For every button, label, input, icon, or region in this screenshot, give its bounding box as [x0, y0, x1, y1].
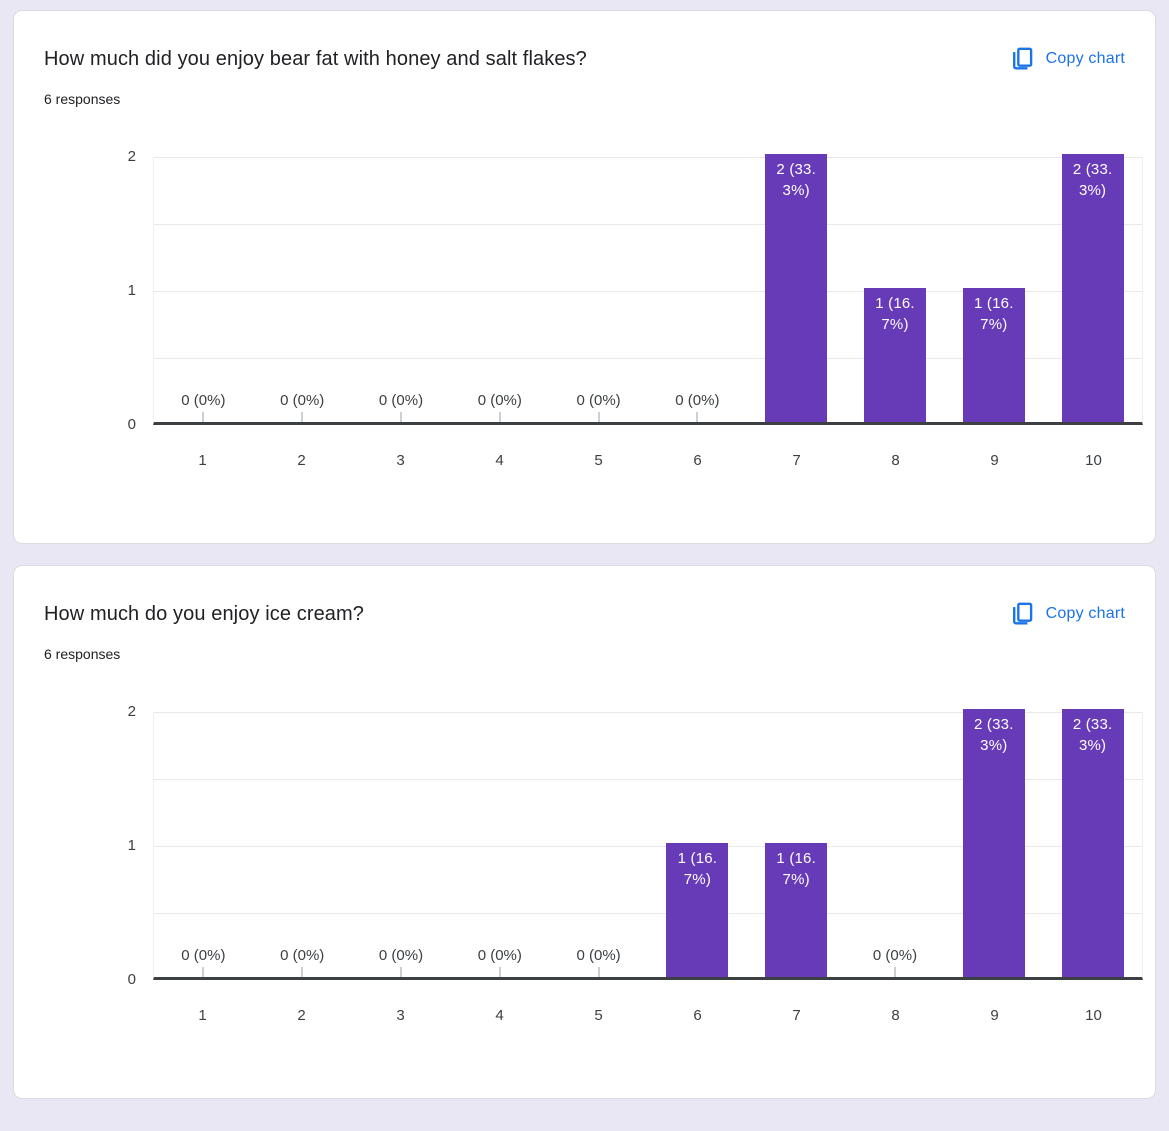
bar-10: 2 (33. 3%) — [1061, 154, 1124, 422]
axis-tick — [202, 967, 204, 977]
bar-6: 1 (16. 7%) — [666, 843, 729, 977]
axis-tick — [400, 967, 402, 977]
responses-count: 6 responses — [44, 646, 121, 662]
bar-value-label: 1 (16. 7%) — [776, 850, 816, 888]
bar-value-label: 2 (33. 3%) — [1072, 716, 1113, 754]
bar-value-label: 2 (33. 3%) — [776, 161, 816, 199]
zero-value-label: 0 (0%) — [872, 947, 918, 964]
x-axis-tick-label: 10 — [1085, 452, 1102, 469]
gridline — [154, 779, 1142, 780]
bar-7: 1 (16. 7%) — [765, 843, 828, 977]
question-card-ice-cream: How much do you enjoy ice cream? Copy ch… — [13, 565, 1156, 1099]
copy-chart-button[interactable]: Copy chart — [1009, 601, 1125, 627]
bar-value-label: 2 (33. 3%) — [1072, 161, 1113, 199]
copy-chart-label: Copy chart — [1045, 50, 1125, 67]
gridline — [154, 358, 1142, 359]
x-axis-tick-label: 8 — [891, 452, 900, 469]
axis-tick — [400, 412, 402, 422]
x-axis-tick-label: 2 — [297, 1007, 306, 1024]
y-axis-tick-label: 0 — [127, 416, 136, 433]
plot-area: 0 (0%) 0 (0%) 0 (0%) 0 (0%) 0 (0%) 0 (0%) 2 (3… — [153, 154, 1143, 425]
zero-value-label: 0 (0%) — [576, 947, 621, 964]
bar-9: 2 (33. 3%) — [962, 709, 1025, 977]
copy-chart-button[interactable]: Copy chart — [1009, 46, 1125, 72]
axis-tick — [696, 412, 698, 422]
x-axis-tick-label: 9 — [990, 452, 999, 469]
x-axis-tick-label: 10 — [1085, 1007, 1102, 1024]
x-axis-tick-label: 3 — [396, 1007, 405, 1024]
x-axis-tick-label: 1 — [198, 1007, 207, 1024]
zero-value-label: 0 (0%) — [280, 947, 325, 964]
x-axis-tick-label: 5 — [594, 1007, 603, 1024]
axis-tick — [301, 412, 303, 422]
bar-8: 1 (16. 7%) — [864, 288, 926, 422]
gridline — [154, 712, 1142, 713]
zero-value-label: 0 (0%) — [477, 392, 522, 409]
y-axis-tick-label: 0 — [127, 971, 136, 988]
bar-value-label: 1 (16. 7%) — [677, 850, 718, 888]
plot-area: 0 (0%) 0 (0%) 0 (0%) 0 (0%) 0 (0%) 1 (16. 7%) 1… — [153, 709, 1143, 980]
bar-10: 2 (33. 3%) — [1061, 709, 1124, 977]
x-axis-tick-label: 5 — [594, 452, 603, 469]
x-axis-tick-label: 4 — [495, 1007, 504, 1024]
gridline — [154, 291, 1142, 292]
zero-value-label: 0 (0%) — [477, 947, 522, 964]
x-axis-tick-label: 2 — [297, 452, 306, 469]
bar-value-label: 1 (16. 7%) — [974, 295, 1014, 333]
x-axis-tick-label: 8 — [891, 1007, 900, 1024]
axis-tick — [598, 412, 600, 422]
axis-tick — [202, 412, 204, 422]
x-axis-tick-label: 6 — [693, 452, 702, 469]
axis-tick — [894, 967, 896, 977]
y-axis-tick-label: 1 — [127, 837, 136, 854]
question-title: How much do you enjoy ice cream? — [44, 603, 365, 625]
axis-tick — [499, 412, 501, 422]
bar-7: 2 (33. 3%) — [765, 154, 828, 422]
bar-chart-ice-cream: 0 1 2 0 (0%) 0 (0%) 0 (0%) 0 (0%) 0 (0%) 1 (16. 7… — [14, 703, 1155, 1028]
bar-9: 1 (16. 7%) — [962, 288, 1025, 422]
x-axis-tick-label: 3 — [396, 452, 405, 469]
zero-value-label: 0 (0%) — [576, 392, 621, 409]
x-axis-tick-label: 1 — [198, 452, 207, 469]
y-axis-tick-label: 2 — [127, 703, 136, 720]
copy-chart-label: Copy chart — [1045, 605, 1125, 622]
gridline — [154, 846, 1142, 847]
zero-value-label: 0 (0%) — [181, 392, 226, 409]
bar-chart-bear-fat: 0 1 2 0 (0%) 0 (0%) 0 (0%) 0 (0%) 0 (0%) 0 (0%) 2… — [14, 148, 1155, 473]
copy-icon — [1009, 601, 1035, 627]
x-axis: 1 2 3 4 5 6 7 8 9 10 — [153, 995, 1143, 1028]
question-title: How much did you enjoy bear fat with hon… — [44, 48, 587, 70]
zero-value-label: 0 (0%) — [675, 392, 720, 409]
zero-value-label: 0 (0%) — [181, 947, 226, 964]
x-axis-tick-label: 7 — [792, 1007, 801, 1024]
zero-value-label: 0 (0%) — [378, 392, 424, 409]
copy-icon — [1009, 46, 1035, 72]
question-card-bear-fat: How much did you enjoy bear fat with hon… — [13, 10, 1156, 544]
card-header: How much did you enjoy bear fat with hon… — [14, 45, 1155, 73]
zero-value-label: 0 (0%) — [378, 947, 424, 964]
y-axis-tick-label: 2 — [127, 148, 136, 165]
gridline — [154, 224, 1142, 225]
y-axis-tick-label: 1 — [127, 282, 136, 299]
x-axis: 1 2 3 4 5 6 7 8 9 10 — [153, 440, 1143, 473]
bar-value-label: 2 (33. 3%) — [974, 716, 1014, 754]
gridline — [154, 913, 1142, 914]
x-axis-tick-label: 9 — [990, 1007, 999, 1024]
responses-count: 6 responses — [44, 91, 121, 107]
card-header: How much do you enjoy ice cream? Copy ch… — [14, 600, 1155, 628]
x-axis-tick-label: 4 — [495, 452, 504, 469]
x-axis-tick-label: 7 — [792, 452, 801, 469]
bar-value-label: 1 (16. 7%) — [875, 295, 915, 333]
axis-tick — [301, 967, 303, 977]
axis-tick — [499, 967, 501, 977]
axis-tick — [598, 967, 600, 977]
zero-value-label: 0 (0%) — [280, 392, 325, 409]
x-axis-tick-label: 6 — [693, 1007, 702, 1024]
gridline — [154, 157, 1142, 158]
